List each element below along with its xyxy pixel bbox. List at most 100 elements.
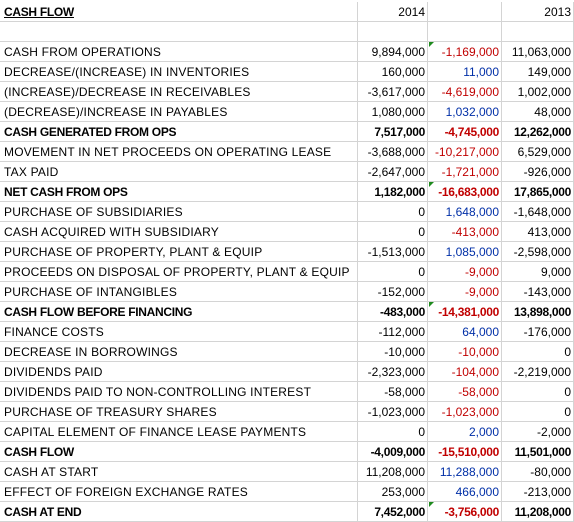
value-2013-cell[interactable]: -80,000 [502, 462, 574, 482]
change-cell[interactable]: -16,683,000 [428, 182, 502, 202]
value-2014-cell[interactable]: 9,894,000 [358, 42, 428, 62]
row-label-cell[interactable]: CASH ACQUIRED WITH SUBSIDIARY [0, 222, 358, 242]
value-2013-cell[interactable]: -2,000 [502, 422, 574, 442]
value-2013-cell[interactable]: -2,598,000 [502, 242, 574, 262]
change-cell[interactable]: 64,000 [428, 322, 502, 342]
row-label-cell[interactable]: PURCHASE OF SUBSIDIARIES [0, 202, 358, 222]
row-label-cell[interactable]: TAX PAID [0, 162, 358, 182]
change-cell[interactable]: -58,000 [428, 382, 502, 402]
value-2013-cell[interactable]: 48,000 [502, 102, 574, 122]
value-2013-cell[interactable]: 0 [502, 382, 574, 402]
header-label-cell[interactable]: CASH FLOW [0, 2, 358, 22]
row-label-cell[interactable]: CASH FLOW BEFORE FINANCING [0, 302, 358, 322]
value-2014-cell[interactable]: 0 [358, 422, 428, 442]
change-cell[interactable]: -4,745,000 [428, 122, 502, 142]
value-2013-cell[interactable]: 12,262,000 [502, 122, 574, 142]
row-label-cell[interactable]: (DECREASE)/INCREASE IN PAYABLES [0, 102, 358, 122]
change-cell[interactable]: -1,169,000 [428, 42, 502, 62]
change-cell[interactable]: -1,023,000 [428, 402, 502, 422]
value-2014-cell[interactable]: 253,000 [358, 482, 428, 502]
value-2013-cell[interactable]: -176,000 [502, 322, 574, 342]
change-cell[interactable]: -10,217,000 [428, 142, 502, 162]
blank-2013-cell[interactable] [502, 22, 574, 42]
value-2014-cell[interactable]: -3,688,000 [358, 142, 428, 162]
change-cell[interactable]: -104,000 [428, 362, 502, 382]
row-label-cell[interactable]: CASH AT START [0, 462, 358, 482]
row-label-cell[interactable]: CASH FLOW [0, 442, 358, 462]
change-cell[interactable]: -413,000 [428, 222, 502, 242]
value-2014-cell[interactable]: 7,517,000 [358, 122, 428, 142]
value-2013-cell[interactable]: 0 [502, 402, 574, 422]
value-2013-cell[interactable]: 11,208,000 [502, 502, 574, 522]
change-cell[interactable]: 2,000 [428, 422, 502, 442]
row-label-cell[interactable]: (INCREASE)/DECREASE IN RECEIVABLES [0, 82, 358, 102]
value-2014-cell[interactable]: -112,000 [358, 322, 428, 342]
row-label-cell[interactable]: DIVIDENDS PAID TO NON-CONTROLLING INTERE… [0, 382, 358, 402]
row-label-cell[interactable]: CASH GENERATED FROM OPS [0, 122, 358, 142]
value-2014-cell[interactable]: -10,000 [358, 342, 428, 362]
blank-change-cell[interactable] [428, 22, 502, 42]
value-2013-cell[interactable]: 6,529,000 [502, 142, 574, 162]
change-cell[interactable]: 466,000 [428, 482, 502, 502]
row-label-cell[interactable]: FINANCE COSTS [0, 322, 358, 342]
row-label-cell[interactable]: CASH AT END [0, 502, 358, 522]
change-cell[interactable]: 1,648,000 [428, 202, 502, 222]
value-2013-cell[interactable]: -926,000 [502, 162, 574, 182]
value-2014-cell[interactable]: 160,000 [358, 62, 428, 82]
row-label-cell[interactable]: MOVEMENT IN NET PROCEEDS ON OPERATING LE… [0, 142, 358, 162]
value-2013-cell[interactable]: 17,865,000 [502, 182, 574, 202]
row-label-cell[interactable]: PURCHASE OF INTANGIBLES [0, 282, 358, 302]
change-cell[interactable]: -9,000 [428, 262, 502, 282]
value-2014-cell[interactable]: -2,647,000 [358, 162, 428, 182]
row-label-cell[interactable]: PURCHASE OF PROPERTY, PLANT & EQUIP [0, 242, 358, 262]
value-2014-cell[interactable]: -3,617,000 [358, 82, 428, 102]
value-2013-cell[interactable]: 149,000 [502, 62, 574, 82]
value-2014-cell[interactable]: -58,000 [358, 382, 428, 402]
change-cell[interactable]: 11,000 [428, 62, 502, 82]
change-cell[interactable]: -14,381,000 [428, 302, 502, 322]
row-label-cell[interactable]: DECREASE IN BORROWINGS [0, 342, 358, 362]
value-2013-cell[interactable]: -213,000 [502, 482, 574, 502]
header-year-2013-cell[interactable]: 2013 [502, 2, 574, 22]
value-2014-cell[interactable]: -483,000 [358, 302, 428, 322]
value-2014-cell[interactable]: -2,323,000 [358, 362, 428, 382]
value-2014-cell[interactable]: -4,009,000 [358, 442, 428, 462]
change-cell[interactable]: -3,756,000 [428, 502, 502, 522]
row-label-cell[interactable]: CASH FROM OPERATIONS [0, 42, 358, 62]
row-label-cell[interactable]: CAPITAL ELEMENT OF FINANCE LEASE PAYMENT… [0, 422, 358, 442]
value-2014-cell[interactable]: 1,080,000 [358, 102, 428, 122]
change-cell[interactable]: -15,510,000 [428, 442, 502, 462]
change-cell[interactable]: -4,619,000 [428, 82, 502, 102]
row-label-cell[interactable]: PURCHASE OF TREASURY SHARES [0, 402, 358, 422]
row-label-cell[interactable]: DECREASE/(INCREASE) IN INVENTORIES [0, 62, 358, 82]
value-2014-cell[interactable]: -1,513,000 [358, 242, 428, 262]
change-cell[interactable]: -10,000 [428, 342, 502, 362]
change-cell[interactable]: 1,085,000 [428, 242, 502, 262]
value-2014-cell[interactable]: 0 [358, 202, 428, 222]
row-label-cell[interactable]: NET CASH FROM OPS [0, 182, 358, 202]
change-cell[interactable]: -1,721,000 [428, 162, 502, 182]
value-2013-cell[interactable]: 1,002,000 [502, 82, 574, 102]
value-2014-cell[interactable]: -152,000 [358, 282, 428, 302]
value-2013-cell[interactable]: -1,648,000 [502, 202, 574, 222]
value-2013-cell[interactable]: 413,000 [502, 222, 574, 242]
row-label-cell[interactable]: EFFECT OF FOREIGN EXCHANGE RATES [0, 482, 358, 502]
value-2013-cell[interactable]: 13,898,000 [502, 302, 574, 322]
change-cell[interactable]: 1,032,000 [428, 102, 502, 122]
value-2014-cell[interactable]: 11,208,000 [358, 462, 428, 482]
blank-label-cell[interactable] [0, 22, 358, 42]
change-cell[interactable]: 11,288,000 [428, 462, 502, 482]
value-2013-cell[interactable]: -143,000 [502, 282, 574, 302]
value-2014-cell[interactable]: 1,182,000 [358, 182, 428, 202]
header-year-2014-cell[interactable]: 2014 [358, 2, 428, 22]
value-2014-cell[interactable]: 7,452,000 [358, 502, 428, 522]
value-2013-cell[interactable]: 11,063,000 [502, 42, 574, 62]
value-2013-cell[interactable]: -2,219,000 [502, 362, 574, 382]
value-2014-cell[interactable]: 0 [358, 262, 428, 282]
blank-2014-cell[interactable] [358, 22, 428, 42]
change-cell[interactable]: -9,000 [428, 282, 502, 302]
value-2014-cell[interactable]: -1,023,000 [358, 402, 428, 422]
value-2014-cell[interactable]: 0 [358, 222, 428, 242]
value-2013-cell[interactable]: 11,501,000 [502, 442, 574, 462]
row-label-cell[interactable]: PROCEEDS ON DISPOSAL OF PROPERTY, PLANT … [0, 262, 358, 282]
